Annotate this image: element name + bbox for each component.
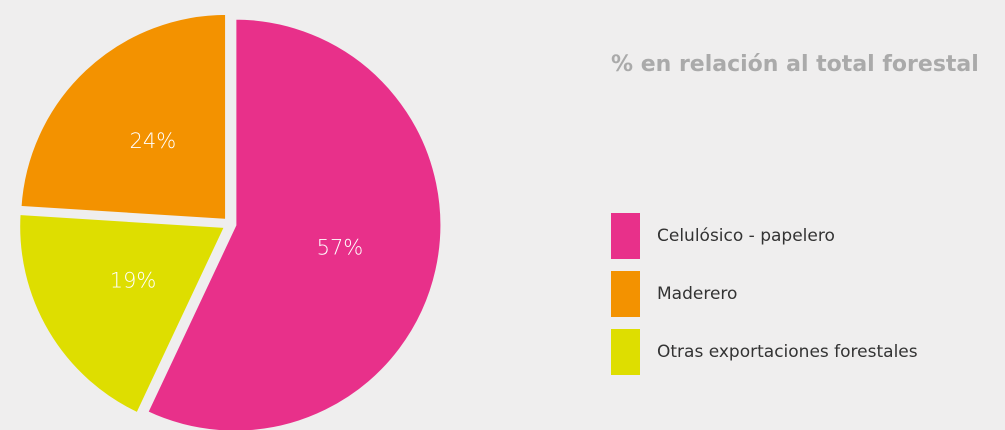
legend-swatch	[611, 213, 640, 259]
pie-slice	[18, 11, 229, 222]
value-label: 57%	[317, 236, 364, 260]
legend-swatch	[611, 271, 640, 317]
legend-label: Maderero	[657, 284, 737, 304]
pie-slice	[17, 211, 228, 416]
value-label: 19%	[110, 268, 157, 292]
legend-label: Otras exportaciones forestales	[657, 342, 918, 362]
value-label: 24%	[130, 129, 177, 153]
chart-title: % en relación al total forestal	[611, 52, 979, 77]
legend-label: Celulósico - papelero	[657, 226, 835, 246]
pie-slice	[144, 16, 444, 430]
legend-swatch	[611, 329, 640, 375]
